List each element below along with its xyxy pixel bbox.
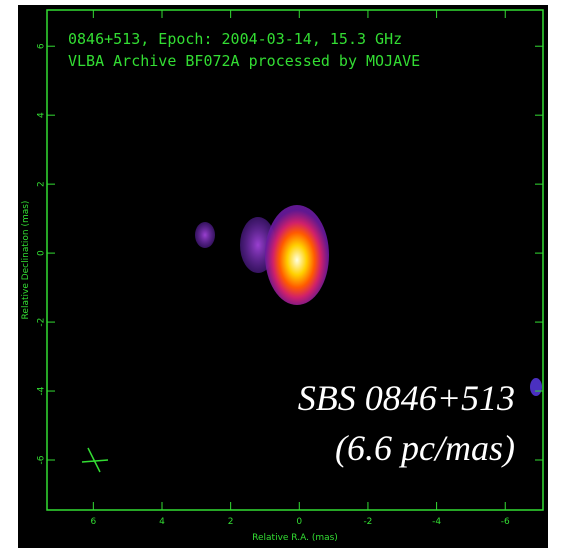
knot xyxy=(195,222,215,248)
core xyxy=(265,205,329,305)
y-tick-label: 2 xyxy=(37,181,47,187)
beam xyxy=(81,447,109,473)
x-tick-label: 4 xyxy=(159,517,165,527)
axes: 6 4 2 0 -2 -4 -6 6 4 2 0 -2 -4 -6 Relative R.A. (mas) R… xyxy=(21,9,544,543)
y-tick-label: 4 xyxy=(37,112,47,118)
x-axis-label: Relative R.A. (mas) xyxy=(252,533,338,543)
x-tick-label: 0 xyxy=(296,517,302,527)
y-tick-label: -4 xyxy=(37,386,47,395)
x-tick-label: 6 xyxy=(90,517,96,527)
x-tick-label: 2 xyxy=(228,517,234,527)
x-tick-label: -6 xyxy=(501,517,510,527)
title-line: 0846+513, Epoch: 2004-03-14, 15.3 GHz xyxy=(68,30,402,48)
y-tick-label: -2 xyxy=(37,318,47,327)
y-tick-label: 0 xyxy=(37,250,47,256)
y-axis-label: Relative Declination (mas) xyxy=(21,201,31,320)
annotation: SBS 0846+513 xyxy=(298,378,515,418)
x-tick-label: -4 xyxy=(432,517,441,527)
plot-frame xyxy=(46,9,544,511)
emission xyxy=(195,205,542,396)
y-tick-label: -6 xyxy=(37,455,47,464)
annotation: (6.6 pc/mas) xyxy=(335,428,515,468)
y-tick-label: 6 xyxy=(37,43,47,49)
knot xyxy=(530,378,542,396)
x-tick-label: -2 xyxy=(363,517,372,527)
title-line: VLBA Archive BF072A processed by MOJAVE xyxy=(68,52,420,70)
